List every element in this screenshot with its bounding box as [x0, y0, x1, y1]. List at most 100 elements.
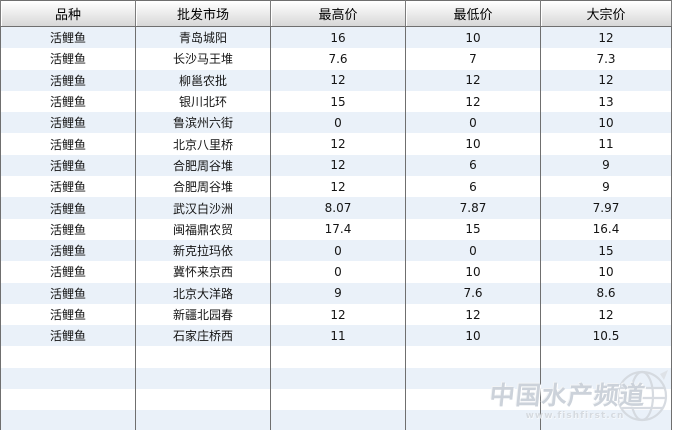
- table-cell: 活鲤鱼: [0, 197, 136, 219]
- table-row: 活鲤鱼 银川北环 15 12 13: [0, 90, 672, 113]
- table-cell: 8.6: [540, 282, 672, 304]
- table-cell: 7.87: [405, 197, 541, 219]
- table-cell: 15: [540, 239, 672, 262]
- table-cell: 活鲤鱼: [0, 90, 136, 113]
- table-cell: [135, 410, 271, 430]
- table-cell: [405, 346, 541, 368]
- table-cell: 活鲤鱼: [0, 26, 136, 49]
- table-cell: 活鲤鱼: [0, 218, 136, 240]
- table-cell: 16: [270, 26, 406, 49]
- column-header-market: 批发市场: [135, 0, 271, 27]
- table-cell: 活鲤鱼: [0, 69, 136, 91]
- table-cell: [540, 389, 672, 411]
- column-header-min-price: 最低价: [405, 0, 541, 27]
- table-cell: 闽福鼎农贸: [135, 218, 271, 240]
- table-cell: 0: [270, 239, 406, 262]
- table-cell: 7.6: [270, 48, 406, 70]
- table-cell: [540, 410, 672, 430]
- table-cell: 10: [540, 112, 672, 134]
- table-cell: [0, 346, 136, 368]
- table-cell: 活鲤鱼: [0, 154, 136, 177]
- table-row: 活鲤鱼 青岛城阳 16 10 12: [0, 26, 672, 49]
- table-cell: 7: [405, 48, 541, 70]
- table-row: 活鲤鱼 北京八里桥 12 10 11: [0, 133, 672, 155]
- table-cell: 15: [405, 218, 541, 240]
- table-cell: 活鲤鱼: [0, 239, 136, 262]
- table-cell: 活鲤鱼: [0, 303, 136, 326]
- table-cell: 武汉白沙洲: [135, 197, 271, 219]
- table-cell: 银川北环: [135, 90, 271, 113]
- table-cell: 活鲤鱼: [0, 176, 136, 198]
- table-cell: 12: [270, 176, 406, 198]
- table-cell: 16.4: [540, 218, 672, 240]
- table-cell: 新疆北园春: [135, 303, 271, 326]
- table-cell: [405, 389, 541, 411]
- table-cell: 0: [270, 261, 406, 283]
- table-cell: [540, 367, 672, 390]
- table-cell: [135, 367, 271, 390]
- table-cell: 12: [405, 90, 541, 113]
- table-row: 活鲤鱼 新疆北园春 12 12 12: [0, 303, 672, 326]
- table-row: 活鲤鱼 柳邕农批 12 12 12: [0, 69, 672, 91]
- table-cell: 12: [270, 69, 406, 91]
- table-cell: 活鲤鱼: [0, 48, 136, 70]
- table-cell: 10: [405, 261, 541, 283]
- table-cell: 合肥周谷堆: [135, 154, 271, 177]
- table-row: 活鲤鱼 冀怀来京西 0 10 10: [0, 261, 672, 283]
- table-cell: 北京八里桥: [135, 133, 271, 155]
- table-cell: [270, 410, 406, 430]
- table-cell: 11: [540, 133, 672, 155]
- table-cell: [0, 367, 136, 390]
- table-row: 活鲤鱼 合肥周谷堆 12 6 9: [0, 176, 672, 198]
- table-cell: 8.07: [270, 197, 406, 219]
- table-cell: 12: [540, 26, 672, 49]
- table-cell: 17.4: [270, 218, 406, 240]
- table-cell: 9: [270, 282, 406, 304]
- table-cell: 7.97: [540, 197, 672, 219]
- table-cell: 7.6: [405, 282, 541, 304]
- table-cell: 鲁滨州六街: [135, 112, 271, 134]
- table-cell: 6: [405, 154, 541, 177]
- empty-row: [0, 346, 672, 368]
- table-cell: 12: [405, 303, 541, 326]
- table-cell: [270, 367, 406, 390]
- table-cell: 13: [540, 90, 672, 113]
- table-cell: [0, 410, 136, 430]
- table-cell: 10: [405, 133, 541, 155]
- empty-row: [0, 367, 672, 390]
- table-cell: 12: [270, 303, 406, 326]
- table-row: 活鲤鱼 闽福鼎农贸 17.4 15 16.4: [0, 218, 672, 240]
- column-header-max-price: 最高价: [270, 0, 406, 27]
- table-cell: 12: [270, 133, 406, 155]
- table-cell: 活鲤鱼: [0, 112, 136, 134]
- table-cell: 活鲤鱼: [0, 261, 136, 283]
- table-cell: 冀怀来京西: [135, 261, 271, 283]
- table-cell: [405, 367, 541, 390]
- table-cell: 10: [540, 261, 672, 283]
- table-cell: 0: [270, 112, 406, 134]
- table-cell: 10.5: [540, 325, 672, 347]
- table-row: 活鲤鱼 鲁滨州六街 0 0 10: [0, 112, 672, 134]
- table-row: 活鲤鱼 长沙马王堆 7.6 7 7.3: [0, 48, 672, 70]
- table-cell: 15: [270, 90, 406, 113]
- table-row: 活鲤鱼 武汉白沙洲 8.07 7.87 7.97: [0, 197, 672, 219]
- table-cell: 新克拉玛依: [135, 239, 271, 262]
- table-cell: 北京大洋路: [135, 282, 271, 304]
- empty-row: [0, 410, 672, 430]
- table-cell: 11: [270, 325, 406, 347]
- table-cell: 长沙马王堆: [135, 48, 271, 70]
- table-cell: 7.3: [540, 48, 672, 70]
- empty-row: [0, 389, 672, 411]
- table-cell: 活鲤鱼: [0, 282, 136, 304]
- table-row: 活鲤鱼 合肥周谷堆 12 6 9: [0, 154, 672, 177]
- table-cell: 活鲤鱼: [0, 133, 136, 155]
- table-cell: [135, 389, 271, 411]
- table-body: 活鲤鱼 青岛城阳 16 10 12 活鲤鱼 长沙马王堆 7.6 7 7.3 活鲤鱼 柳邕农批 12 12 1…: [0, 26, 672, 430]
- table-cell: [405, 410, 541, 430]
- table-cell: 柳邕农批: [135, 69, 271, 91]
- table-cell: 石家庄桥西: [135, 325, 271, 347]
- table-cell: 9: [540, 176, 672, 198]
- table-cell: 0: [405, 112, 541, 134]
- table-cell: 10: [405, 26, 541, 49]
